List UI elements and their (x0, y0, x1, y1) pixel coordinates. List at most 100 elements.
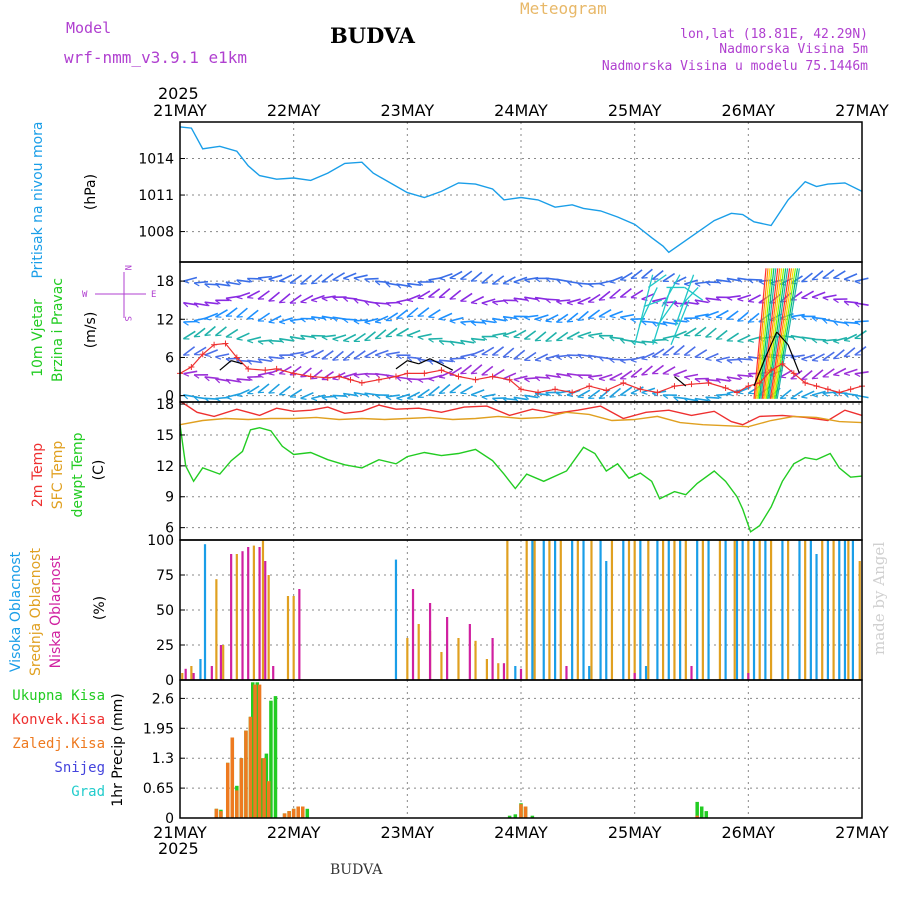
wind-arrow-head (385, 374, 391, 380)
wind-arrow (470, 364, 483, 375)
wind-arrow-head (662, 337, 669, 342)
wind-arrow-head (556, 356, 562, 361)
wind-arrow-head (513, 336, 520, 339)
wind-arrow (684, 397, 699, 402)
wind-arrow (833, 336, 848, 343)
wind-arrow (577, 389, 591, 398)
wind-speed-marker (262, 367, 269, 374)
wind-arrow-head (374, 302, 381, 308)
wind-arrow (193, 302, 209, 307)
wind-arrow-head (555, 373, 562, 379)
cloud-bar (267, 575, 270, 680)
precip-bar (260, 758, 264, 818)
wind-arrow-head (790, 335, 796, 341)
wind-arrow-head (812, 278, 819, 281)
compass-n: N (122, 265, 132, 270)
wind-arrow (609, 288, 621, 299)
wind-arrow (364, 317, 379, 323)
wind-arrow (662, 345, 675, 356)
compass-rose: W E N S (82, 265, 156, 321)
wind-arrow-head (609, 315, 616, 319)
wind-arrow-head (609, 378, 616, 381)
wind-arrow-head (300, 375, 307, 378)
wind-arrow (694, 326, 707, 337)
wind-arrow-head (758, 280, 765, 285)
cloud-bar (673, 540, 676, 680)
wind-arrow (374, 315, 389, 323)
wind-arrow (481, 273, 494, 284)
wind-arrow (396, 309, 409, 320)
wind-arrow-head (492, 334, 499, 339)
wind-arrow-head (438, 340, 445, 346)
wind-arrow-head (247, 317, 254, 320)
wind-arrow (396, 393, 411, 400)
wind-arrow (609, 387, 622, 398)
wind-arrow-head (439, 277, 446, 281)
wind-arrow (492, 317, 507, 322)
wind-arrow-head (503, 283, 510, 285)
wind-dir-line (776, 331, 789, 346)
wind-arrow-head (342, 318, 349, 324)
wind-arrow-head (396, 376, 402, 382)
wind-arrow-head (726, 297, 733, 301)
cloud-bar (203, 544, 207, 680)
wind-arrow-head (737, 374, 743, 380)
wind-arrow (481, 393, 496, 398)
series-line (179, 126, 863, 254)
wind-dir-line (787, 344, 801, 374)
wind-arrow-head (278, 338, 285, 344)
temp-label-1: 2m Temp (30, 443, 46, 507)
wind-arrow (215, 282, 230, 287)
wind-arrow-head (523, 394, 530, 400)
cloud-label-2: Srednja Oblacnost (28, 548, 44, 676)
wind-arrow (748, 278, 763, 281)
wind-arrow (182, 330, 196, 340)
wind-arrow-head (747, 278, 754, 284)
wind-arrow (652, 297, 667, 303)
wind-speed-marker (290, 370, 297, 377)
wind-arrow-head (737, 340, 744, 343)
wind-arrow-head (332, 338, 339, 342)
wind-arrow-head (683, 317, 690, 323)
wind-arrow (428, 288, 441, 298)
wind-arrow (332, 350, 344, 361)
wind-arrow (726, 376, 741, 381)
cloud-bar (764, 540, 767, 680)
wind-arrow-head (843, 300, 850, 306)
wind-arrow-head (268, 278, 275, 282)
wind-arrow (310, 369, 323, 380)
y-tick-label: 0.65 (143, 781, 174, 797)
wind-arrow (343, 318, 358, 321)
cloud-bar (222, 645, 225, 680)
wind-arrow (310, 274, 323, 285)
wind-arrow-head (300, 354, 307, 358)
top-date-labels: 21MAY 22MAY 23MAY 24MAY 25MAY 26MAY 27MAY (153, 101, 889, 120)
footer-title: BUDVA (330, 862, 383, 878)
wind-speed-marker (836, 389, 843, 396)
top-date-label: 21MAY (153, 101, 207, 120)
cloud-bar (292, 596, 295, 680)
wind-arrow (726, 310, 739, 320)
wind-arrow-head (236, 378, 242, 384)
wind-arrow (577, 331, 592, 338)
wind-arrow-head (428, 359, 434, 365)
cloud-bar (514, 666, 517, 680)
precip-bar (507, 815, 512, 818)
wind-arrow-head (812, 377, 819, 380)
wind-arrow (598, 388, 611, 400)
wind-gust-fan (765, 268, 785, 399)
wind-arrow (790, 390, 803, 400)
wind-arrow (268, 383, 280, 394)
cloud-bar (533, 540, 536, 680)
wind-arrow (630, 289, 644, 299)
wind-arrow (449, 316, 464, 322)
wind-arrow (832, 349, 845, 360)
wind-arrow-head (684, 376, 691, 381)
wind-arrow (566, 312, 579, 323)
wind-arrow (289, 294, 302, 304)
wind-arrow (204, 325, 216, 337)
wind-arrow-head (641, 340, 647, 346)
model-elevation-text: Nadmorska Visina u modelu 75.1446m (602, 59, 868, 74)
wind-arrow-head (737, 298, 744, 302)
wind-gust-fan (762, 268, 781, 399)
